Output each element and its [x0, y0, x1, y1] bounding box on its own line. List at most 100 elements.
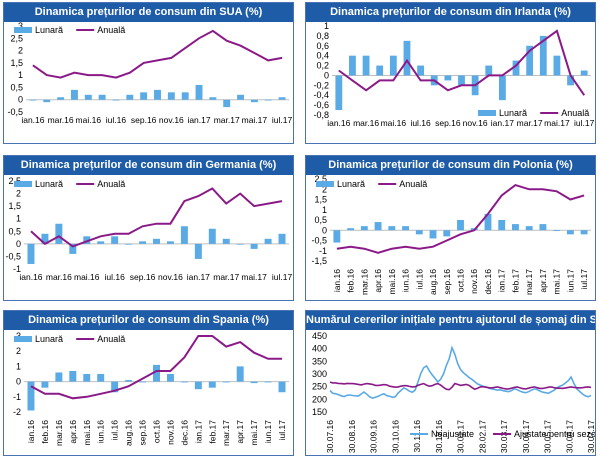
series-line-anuala [30, 335, 282, 400]
legend-swatch-lunara [14, 181, 32, 187]
bar-lunara [402, 226, 409, 231]
y-tick-label: 2 [322, 184, 327, 194]
bar-lunara [333, 230, 341, 243]
bar-lunara [166, 241, 174, 244]
x-tick-label: mai.17 [544, 118, 570, 128]
bar-lunara [567, 75, 574, 86]
x-tick-label: iun.17 [565, 269, 575, 292]
x-tick-label: ian.17 [491, 118, 514, 128]
legend-label: Anuală [399, 179, 427, 189]
legend-swatch-lunara [316, 181, 334, 187]
chart-title: Dinamica prețurilor de consum din Irland… [306, 3, 595, 22]
bar-lunara [69, 370, 77, 382]
x-tick-label: oct.16 [456, 269, 466, 292]
chart-panel-germany-cpi: Dinamica prețurilor de consum din German… [3, 155, 294, 301]
x-tick-label: iul.17 [574, 118, 595, 128]
x-tick-label: mar.16 [46, 272, 72, 282]
y-tick-label: 0 [18, 95, 23, 105]
bar-lunara [57, 97, 65, 100]
legend-swatch-lunara [478, 110, 496, 116]
bar-lunara [97, 374, 105, 382]
bar-lunara [539, 224, 547, 231]
x-tick-label: iul.16 [104, 272, 125, 282]
chart-title: Dinamica prețurilor de consum din SUA (%… [4, 3, 293, 22]
y-tick-label: 1 [322, 205, 327, 215]
y-tick-label: 0,5 [314, 215, 327, 225]
x-tick-label: ian.17 [187, 115, 210, 125]
x-tick-label: ian.16 [327, 118, 350, 128]
x-tick-label: ian.17 [497, 269, 507, 292]
y-tick-label: 1 [16, 361, 21, 371]
bar-lunara [97, 241, 105, 244]
bar-lunara [374, 222, 382, 231]
x-tick-label: iul.16 [110, 420, 120, 441]
x-tick-label: ian.17 [187, 272, 210, 282]
bar-lunara [208, 381, 216, 388]
x-tick-label: feb.17 [510, 269, 520, 293]
y-tick-label: 300 [312, 369, 327, 379]
y-tick-label: -2 [13, 407, 21, 417]
bar-lunara [70, 89, 78, 100]
series-line-anuala [336, 183, 585, 254]
y-tick-label: 250 [312, 382, 327, 392]
x-tick-label: mai.17 [249, 420, 259, 446]
x-tick-label: 30.06.17 [564, 420, 574, 453]
bar-lunara [41, 381, 49, 388]
bar-lunara [417, 65, 425, 76]
x-tick-label: sep.16 [442, 269, 452, 295]
bar-lunara [347, 228, 355, 231]
bar-lunara [403, 40, 411, 76]
bar-lunara [553, 55, 561, 76]
y-tick-label: -0,5 [5, 251, 21, 261]
x-tick-label: iul.16 [106, 115, 127, 125]
bar-lunara [43, 99, 51, 103]
y-tick-label: 2,5 [10, 33, 23, 43]
bar-lunara [41, 233, 49, 244]
x-tick-label: mai.17 [552, 269, 562, 295]
bar-lunara [498, 75, 506, 101]
bar-lunara [126, 94, 134, 100]
x-tick-label: apr.17 [235, 420, 245, 444]
legend-label: Lunară [35, 179, 63, 189]
series-line-ajustate [329, 381, 592, 391]
y-tick-label: 0 [322, 225, 327, 235]
bar-lunara [195, 84, 203, 100]
y-tick-label: -0,4 [313, 90, 329, 100]
legend-label: Anuală [561, 108, 589, 118]
chart-svg-spain-cpi: -2-10123ian.16feb.16mar.16apr.16mai.16iu… [13, 331, 289, 446]
bar-lunara [485, 65, 493, 76]
legend-label: Ajustate pentru sezonalitate [514, 429, 595, 439]
bar-lunara [112, 99, 120, 101]
x-tick-label: mai.17 [242, 115, 268, 125]
x-tick-label: ian.16 [332, 269, 342, 292]
bar-lunara [167, 92, 175, 100]
y-tick-label: 3 [18, 22, 23, 31]
x-tick-label: apr.16 [373, 269, 383, 293]
bar-lunara [457, 220, 464, 231]
x-tick-label: 30.08.16 [347, 420, 357, 453]
x-tick-label: iul.16 [410, 118, 431, 128]
y-tick-label: 0,8 [316, 31, 329, 41]
chart-svg-us-jobless-claims: 150 200 250 300 350 400 450 30.07.16 30.08.16 30.… [312, 331, 595, 453]
chart-title: Dinamica prețurilor de consum din Spania… [4, 311, 293, 330]
bar-lunara [512, 60, 520, 76]
bar-lunara [498, 220, 506, 231]
legend-label: Lunară [337, 179, 365, 189]
x-tick-label: apr.17 [538, 269, 548, 293]
y-tick-label: 1,5 [8, 201, 21, 211]
bar-lunara [153, 238, 160, 244]
x-tick-label: aug.16 [124, 420, 134, 446]
bar-lunara [139, 241, 147, 244]
x-tick-label: iun.16 [401, 269, 411, 292]
bar-lunara [349, 55, 356, 76]
bar-lunara [389, 55, 397, 76]
x-tick-label: dec.16 [483, 269, 493, 295]
series-line-anuala [32, 29, 283, 79]
bar-lunara [264, 99, 272, 101]
y-tick-label: -1 [319, 246, 327, 256]
bar-lunara [250, 99, 258, 103]
y-tick-label: -1,5 [311, 256, 327, 266]
x-tick-label: 30.12.16 [434, 420, 444, 453]
x-tick-label: nov.16 [159, 115, 184, 125]
